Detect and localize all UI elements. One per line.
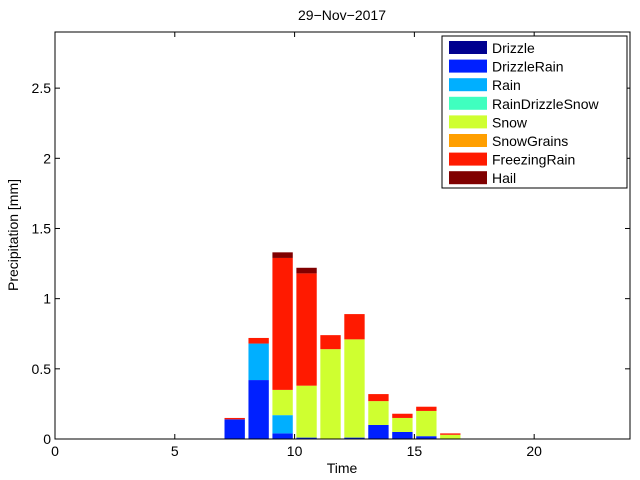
bar-hail-3	[296, 267, 317, 274]
legend-label-drizzlerain: DrizzleRain	[492, 59, 564, 75]
y-tick-label: 0	[43, 431, 51, 447]
bar-snow-7	[392, 417, 413, 432]
x-axis: 0 5 10 15 20	[51, 32, 542, 459]
bar-snow-4	[320, 349, 341, 439]
legend-label-snow: Snow	[492, 114, 528, 130]
legend-swatch-freezingrain	[449, 152, 487, 166]
bar-snow-5	[344, 339, 365, 438]
bar-freezingrain-8	[416, 406, 437, 411]
legend-swatch-rain	[449, 78, 487, 92]
bar-freezingrain-1	[248, 337, 269, 344]
legend-label-drizzle: Drizzle	[492, 40, 535, 56]
bar-drizzlerain-2	[272, 433, 293, 439]
legend-swatch-drizzle	[449, 41, 487, 54]
legend-swatch-snow	[449, 115, 487, 129]
bar-drizzlerain-1	[248, 380, 269, 439]
x-tick-label: 0	[51, 443, 59, 459]
legend-label-hail: Hail	[492, 170, 516, 186]
legend-swatch-drizzlerain	[449, 59, 487, 73]
y-tick-label: 0.5	[32, 361, 52, 377]
bar-hail-2	[272, 252, 293, 258]
y-axis-label: Precipitation [mm]	[5, 179, 21, 291]
bar-drizzlerain-6	[368, 424, 389, 439]
bar-rain-1	[248, 343, 269, 381]
x-tick-label: 15	[407, 443, 423, 459]
bar-freezingrain-7	[392, 413, 413, 418]
bar-freezingrain-6	[368, 394, 389, 402]
bar-freezingrain-0	[224, 417, 245, 420]
bar-drizzlerain-0	[224, 419, 245, 439]
legend-label-freezingrain: FreezingRain	[492, 152, 575, 168]
legend-items: Drizzle DrizzleRain Rain RainDrizzleSnow Sno…	[449, 40, 599, 186]
x-tick-label: 5	[171, 443, 179, 459]
legend-label-snowgrains: SnowGrains	[492, 133, 568, 149]
legend-swatch-hail	[449, 171, 487, 185]
bar-freezingrain-4	[320, 335, 341, 350]
bar-snow-9	[440, 434, 461, 439]
y-tick-label: 1.5	[32, 220, 52, 236]
bar-drizzlerain-8	[416, 436, 437, 439]
bar-snow-3	[296, 385, 317, 438]
bar-snow-2	[272, 389, 293, 416]
bar-freezingrain-5	[344, 314, 365, 340]
legend-label-rain: Rain	[492, 77, 521, 93]
legend: Drizzle DrizzleRain Rain RainDrizzleSnow Sno…	[441, 35, 628, 189]
plot-frame	[54, 31, 631, 440]
bar-freezingrain-3	[296, 273, 317, 386]
bar-snow-8	[416, 410, 437, 437]
bar-rain-2	[272, 415, 293, 434]
y-tick-label: 1	[43, 291, 51, 307]
legend-label-raindrizzlesnow: RainDrizzleSnow	[492, 96, 599, 112]
x-axis-label: Time	[327, 460, 358, 476]
bar-freezingrain-2	[272, 257, 293, 390]
chart-title: 29−Nov−2017	[298, 7, 386, 23]
legend-swatch-snowgrains	[449, 134, 487, 147]
y-axis: 0 0.5 1 1.5 2 2.5	[32, 80, 630, 447]
bar-freezingrain-9	[440, 433, 461, 435]
x-tick-label: 20	[526, 443, 542, 459]
y-tick-label: 2	[43, 150, 51, 166]
bar-drizzlerain-3	[296, 437, 317, 439]
bar-drizzlerain-7	[392, 431, 413, 439]
bar-drizzlerain-5	[344, 437, 365, 439]
bar-snow-6	[368, 401, 389, 425]
bars-group	[224, 252, 461, 439]
x-tick-label: 10	[287, 443, 303, 459]
legend-swatch-raindrizzlesnow	[449, 96, 487, 110]
y-tick-label: 2.5	[32, 80, 52, 96]
